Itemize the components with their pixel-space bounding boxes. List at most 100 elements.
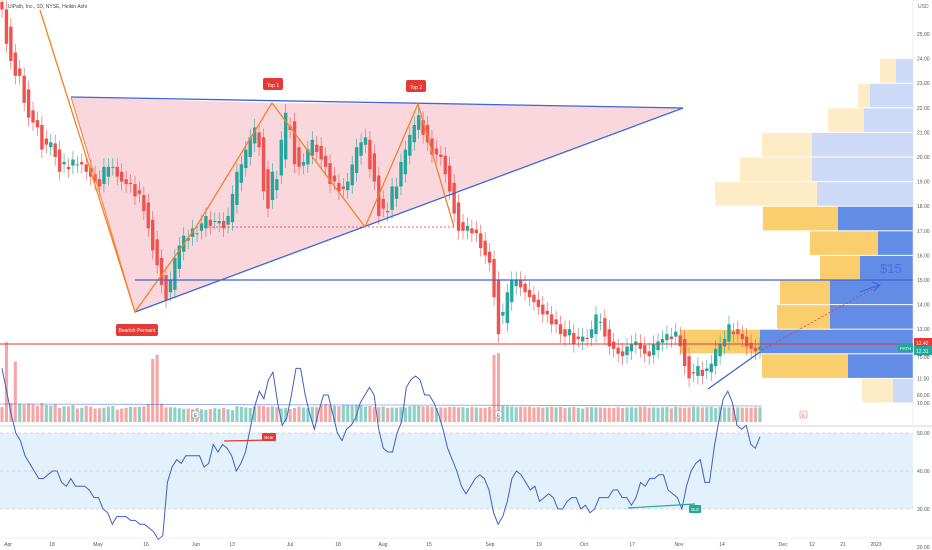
rsi-line — [1, 367, 761, 541]
volume-bar — [164, 407, 168, 422]
volume-bar — [177, 408, 181, 422]
candle-body — [487, 251, 492, 263]
volume-bar — [514, 407, 518, 422]
volume-bar — [80, 407, 84, 422]
candle-body — [541, 304, 545, 315]
projection-arrow-shaft — [859, 284, 880, 293]
candle-body — [461, 222, 465, 231]
volume-bar — [634, 407, 638, 422]
symbol-header: UiPath, Inc., 1D, NYSE, Heikin Ashi — [8, 4, 87, 10]
candle-body — [323, 155, 328, 167]
candle-body — [439, 154, 443, 157]
volume-bar — [217, 408, 221, 422]
volume-bar — [288, 409, 292, 422]
candle-body — [501, 311, 505, 316]
earnings-marker-2[interactable]: E — [494, 410, 503, 419]
candle-body — [368, 139, 372, 170]
vp-bar-blue — [838, 206, 913, 231]
price-tick-label: 24.00 — [917, 57, 930, 63]
candle-body — [328, 163, 332, 185]
time-tick-label: Jun — [192, 542, 200, 548]
candle-body — [261, 137, 266, 192]
candle-body — [248, 137, 252, 157]
svg-text:Bearish Pennant: Bearish Pennant — [119, 328, 157, 334]
candle-body — [319, 145, 323, 160]
volume-bar — [270, 406, 274, 422]
candle-body — [213, 220, 217, 222]
volume-bar — [293, 407, 297, 422]
candle-body — [585, 337, 589, 340]
candle-body — [71, 159, 75, 166]
price-tick-label: 10.00 — [917, 401, 930, 407]
candle-body — [483, 240, 487, 256]
vp-bar-blue — [860, 255, 913, 280]
volume-bar — [261, 406, 266, 422]
volume-bar — [253, 406, 257, 422]
candle-body — [230, 193, 235, 223]
price-tick-label: 25.00 — [917, 32, 930, 38]
volume-bar — [660, 407, 665, 422]
volume-bar — [306, 407, 310, 422]
earnings-marker-1[interactable]: E — [191, 410, 200, 419]
volume-bar — [425, 406, 430, 422]
volume-bar — [84, 405, 88, 422]
svg-text:E: E — [802, 413, 806, 419]
candle-body — [226, 216, 230, 225]
volume-bar — [541, 407, 545, 422]
volume-bar — [102, 407, 106, 422]
top2-label: Top 2 — [406, 80, 426, 92]
candle-body — [66, 166, 71, 170]
candle-body — [257, 132, 261, 148]
volume-bar — [545, 407, 549, 422]
vp-bar-yellow — [820, 255, 860, 280]
volume-bar — [111, 406, 115, 422]
candle-body — [603, 318, 607, 337]
rsi-tick-label: 40.00 — [917, 469, 930, 475]
time-tick-label: Jul — [287, 542, 293, 548]
candle-body — [195, 233, 199, 235]
vp-bar-yellow — [740, 157, 812, 182]
time-tick-label: Oct — [580, 542, 588, 548]
volume-bar — [97, 408, 102, 422]
candle-body — [26, 89, 31, 118]
candle-body — [576, 336, 580, 340]
volume-bar — [434, 407, 438, 422]
volume-bar — [510, 406, 514, 422]
volume-bar — [315, 407, 319, 422]
volume-bar — [155, 354, 159, 422]
volume-bar — [656, 407, 660, 422]
candle-body — [399, 161, 403, 187]
volume-bar — [284, 407, 288, 422]
candle-body — [128, 182, 133, 185]
candle-body — [80, 161, 84, 165]
candle-body — [0, 2, 4, 10]
price-tick-label: 15.00 — [917, 278, 930, 284]
candle-body — [363, 137, 368, 145]
rsi-tick-label: 20.00 — [917, 545, 930, 550]
svg-text:Top 2: Top 2 — [410, 85, 422, 91]
rsi-bear-label: Bear — [262, 433, 276, 441]
earnings-marker-3[interactable]: E — [799, 410, 808, 419]
zigzag-entry-line — [70, 96, 136, 313]
vp-bar-blue — [870, 83, 913, 108]
candle-body — [359, 142, 363, 156]
volume-bar — [709, 406, 713, 422]
candle-body — [581, 336, 585, 342]
volume-bar — [257, 405, 261, 422]
candle-body — [647, 351, 651, 357]
volume-bar — [115, 409, 119, 422]
time-tick-label: May — [93, 542, 103, 548]
candle-body — [106, 166, 111, 177]
candle-body — [292, 121, 297, 165]
volume-bar — [505, 406, 509, 422]
vp-bar-yellow — [777, 305, 830, 329]
candle-body — [527, 289, 532, 298]
volume-bar — [58, 407, 62, 422]
volume-bar — [652, 407, 656, 422]
candle-body — [9, 26, 13, 62]
volume-bar — [160, 403, 164, 422]
svg-text:Bear: Bear — [264, 435, 274, 440]
candle-body — [674, 331, 678, 337]
rsi-axis: 20.00 30.00 40.00 50.00 60.00 70.00 — [917, 355, 930, 550]
time-tick-label: 16 — [143, 542, 149, 548]
